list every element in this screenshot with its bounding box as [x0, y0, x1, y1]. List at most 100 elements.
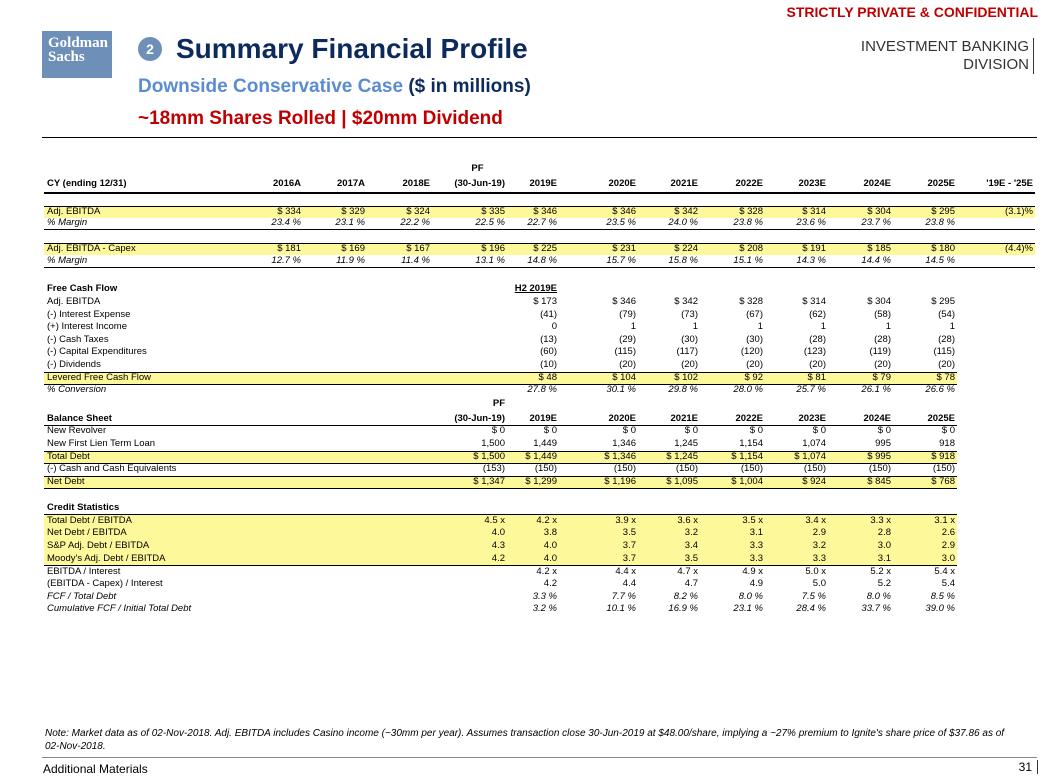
- cell: 4.7 x: [677, 566, 698, 577]
- cell: 2024E: [863, 178, 891, 189]
- row-label: (-) Interest Expense: [47, 309, 131, 320]
- highlight: [44, 515, 957, 565]
- title: Summary Financial Profile: [176, 33, 528, 64]
- cell: 3.2 %: [532, 603, 557, 614]
- cell: 7.5 %: [801, 591, 826, 602]
- cell: 26.1 %: [861, 384, 891, 395]
- cell: $ 0: [684, 425, 698, 436]
- cell: (150): [803, 463, 826, 474]
- cell: 4.9 x: [742, 566, 763, 577]
- cell: 3.5 x: [742, 515, 763, 526]
- cell: 3.3: [749, 553, 763, 564]
- cell: 15.1 %: [733, 255, 763, 266]
- header-rule: [42, 137, 1037, 138]
- cell: (62): [809, 309, 826, 320]
- cell: 2020E: [608, 178, 636, 189]
- cell: (123): [803, 346, 826, 357]
- cell: 3.5: [622, 527, 636, 538]
- cell: 4.2 x: [536, 515, 557, 526]
- cell: 4.5 x: [484, 515, 505, 526]
- cell: (54): [938, 309, 955, 320]
- section-number: 2: [138, 37, 162, 61]
- cell: 1: [692, 321, 698, 332]
- row-label: CY (ending 12/31): [47, 178, 127, 189]
- row-label: EBITDA / Interest: [47, 566, 121, 577]
- cell: 23.8 %: [925, 217, 955, 228]
- cell: 3.0: [941, 553, 955, 564]
- cell: 23.4 %: [271, 217, 301, 228]
- row-label: Net Debt: [47, 476, 85, 487]
- page-number: 31: [1019, 760, 1038, 774]
- cell: $ 328: [739, 296, 763, 307]
- rule: [44, 425, 957, 426]
- cell: (150): [534, 463, 557, 474]
- subtitle: Downside Conservative Case ($ in million…: [138, 76, 531, 98]
- cell: $ 224: [674, 243, 698, 254]
- cell: (4.4)%: [1005, 243, 1033, 254]
- cell: (3.1)%: [1005, 206, 1033, 217]
- cell: $ 0: [622, 425, 636, 436]
- highlight: [44, 476, 957, 488]
- cell: 2.6: [941, 527, 955, 538]
- cell: 1,500: [481, 438, 505, 449]
- cell: (79): [619, 309, 636, 320]
- cell: (153): [482, 463, 505, 474]
- cell: 2023E: [798, 178, 826, 189]
- cell: 25.7 %: [796, 384, 826, 395]
- highlight: [44, 372, 957, 384]
- cell: 1,346: [612, 438, 636, 449]
- cell: (150): [675, 463, 698, 474]
- cell: 26.6 %: [925, 384, 955, 395]
- cell: $ 169: [341, 243, 365, 254]
- cell: 23.6 %: [796, 217, 826, 228]
- cell: 8.2 %: [673, 591, 698, 602]
- cell: $ 845: [867, 476, 891, 487]
- cell: $ 295: [931, 296, 955, 307]
- cell: $ 346: [612, 206, 636, 217]
- cell: 3.7: [622, 553, 636, 564]
- cell: 15.7 %: [606, 255, 636, 266]
- cell: 3.8: [543, 527, 557, 538]
- logo-line: Sachs: [48, 49, 85, 65]
- cell: 30.1 %: [606, 384, 636, 395]
- cell: $ 78: [936, 372, 956, 383]
- cell: $ 346: [533, 206, 557, 217]
- cell: 23.7 %: [861, 217, 891, 228]
- note: Note: Market data as of 02-Nov-2018. Adj…: [45, 728, 1005, 752]
- footer-rule: [42, 757, 1037, 758]
- cell: $ 304: [867, 206, 891, 217]
- cell: 3.6 x: [677, 515, 698, 526]
- highlight: [44, 206, 1035, 218]
- cell: 14.8 %: [527, 255, 557, 266]
- cell: 1,074: [802, 438, 826, 449]
- cell: 2019E: [529, 413, 557, 424]
- cell: 12.7 %: [271, 255, 301, 266]
- cell: 24.0 %: [668, 217, 698, 228]
- cell: 4.2: [543, 578, 557, 589]
- cell: 4.4 x: [615, 566, 636, 577]
- cell: $ 335: [481, 206, 505, 217]
- cell: 1: [820, 321, 826, 332]
- cell: 1,449: [533, 438, 557, 449]
- cell: $ 1,500: [473, 451, 505, 462]
- cell: (29): [619, 334, 636, 345]
- cell: (28): [809, 334, 826, 345]
- highlight: [44, 243, 1035, 255]
- cell: (28): [874, 334, 891, 345]
- cell: 3.2: [684, 527, 698, 538]
- cell: $ 768: [931, 476, 955, 487]
- cell: 39.0 %: [925, 603, 955, 614]
- cell: $ 346: [612, 296, 636, 307]
- cell: 2025E: [927, 178, 955, 189]
- row-label: Adj. EBITDA - Capex: [47, 243, 136, 254]
- cell: 7.7 %: [611, 591, 636, 602]
- row-label: FCF / Total Debt: [47, 591, 117, 602]
- cell: 2022E: [735, 178, 763, 189]
- row-label: Credit Statistics: [47, 502, 120, 513]
- cell: 5.0 x: [805, 566, 826, 577]
- cell: (30-Jun-19): [454, 413, 505, 424]
- cell: $ 79: [872, 372, 892, 383]
- cell: (20): [746, 359, 763, 370]
- cell: 3.1 x: [934, 515, 955, 526]
- cell: $ 92: [744, 372, 764, 383]
